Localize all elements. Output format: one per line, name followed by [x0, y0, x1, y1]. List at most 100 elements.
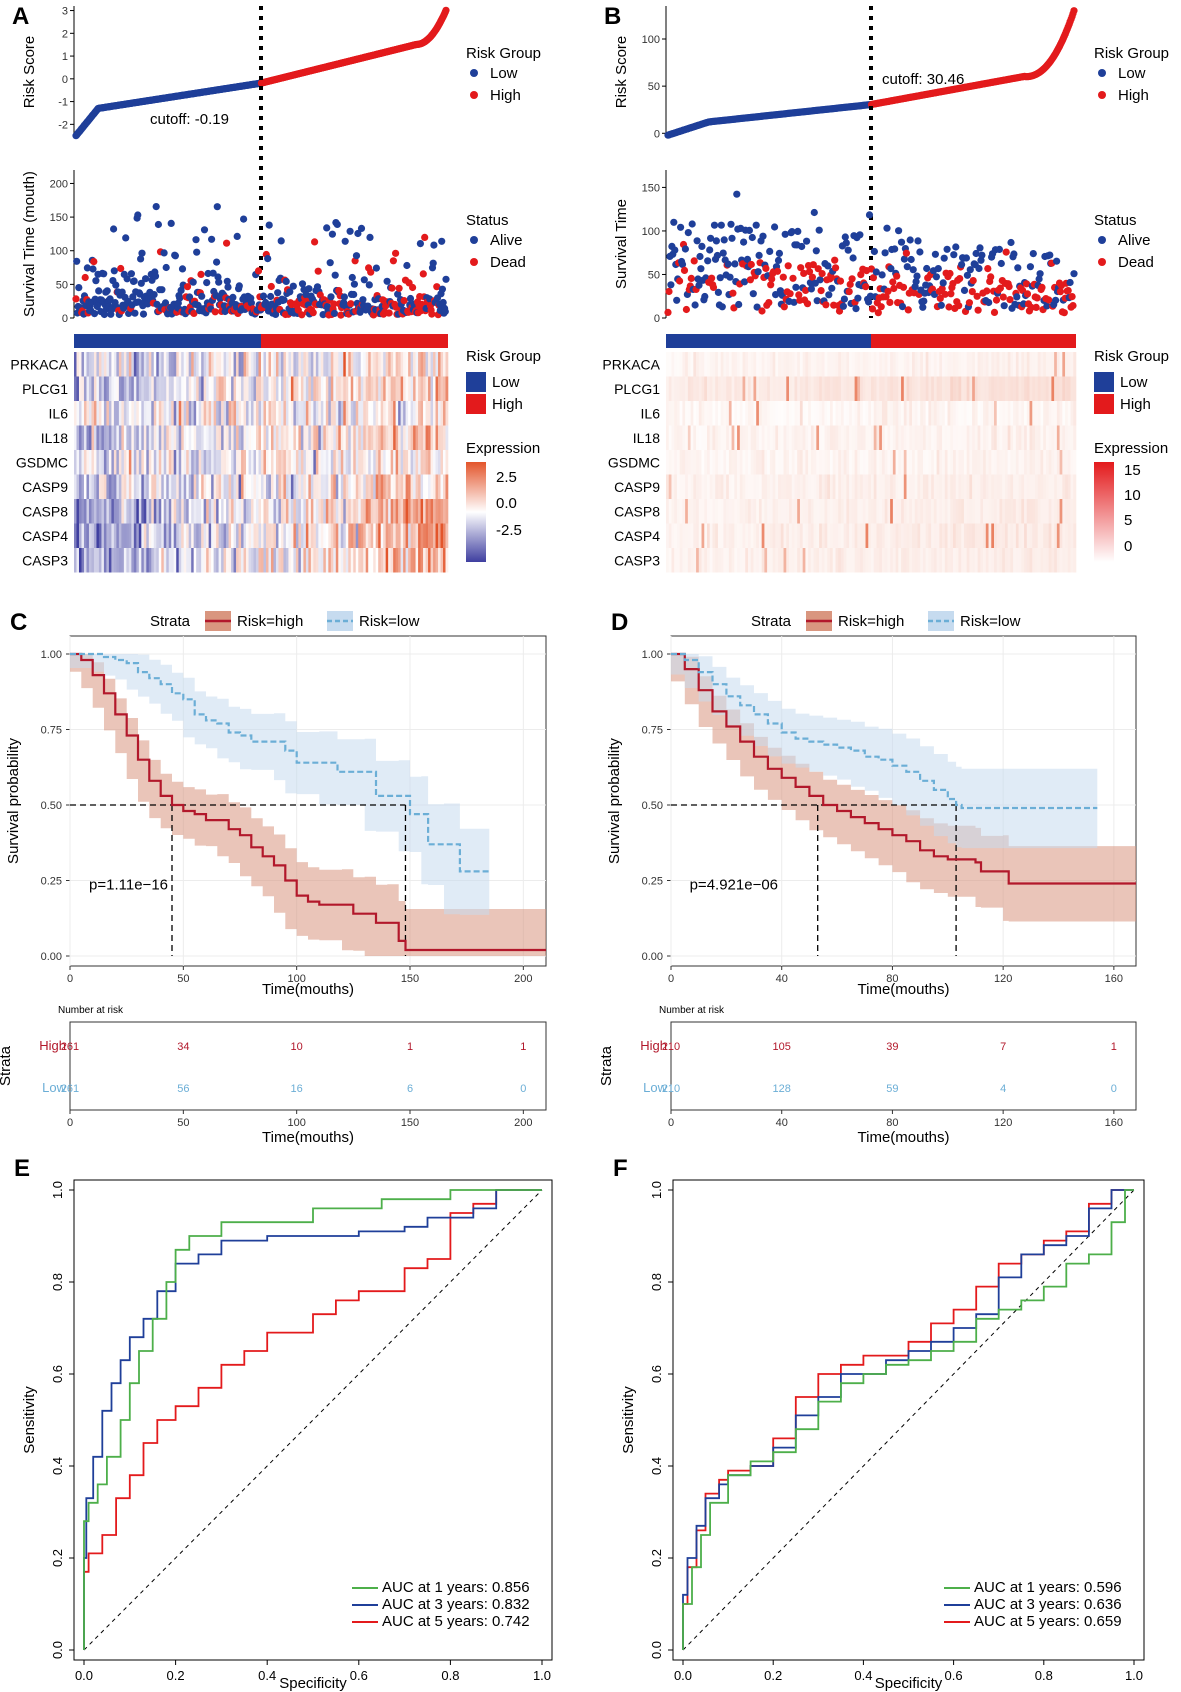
heatmap-cell [285, 499, 289, 524]
heatmap-cell [325, 474, 329, 499]
heatmap-cell [977, 450, 981, 475]
heatmap-cell [1035, 499, 1039, 524]
heatmap-cell [363, 474, 367, 499]
heatmap-cell [739, 523, 743, 548]
heatmap-cell [83, 499, 87, 524]
heatmap-cell [98, 425, 102, 450]
heatmap-cell [340, 499, 344, 524]
heatmap-cell [293, 548, 297, 573]
heatmap-cell [123, 548, 127, 573]
heatmap-cell [211, 523, 214, 548]
heatmap-cell [343, 548, 347, 573]
heatmap-cell [236, 401, 239, 426]
heatmap-cell [113, 548, 117, 573]
heatmap-row [74, 523, 449, 548]
heatmap-cell [176, 548, 180, 573]
survival-point [718, 303, 726, 311]
heatmap-cell [355, 523, 359, 548]
heatmap-cell [745, 352, 749, 377]
heatmap-cell [428, 499, 431, 524]
heatmap-cell [116, 376, 120, 401]
heatmap-cell [218, 425, 222, 450]
heatmap-cell [333, 352, 337, 377]
survival-ytick-label: 100 [642, 226, 660, 238]
survival-point [712, 237, 721, 245]
heatmap-cell [353, 376, 357, 401]
heatmap-cell [974, 548, 978, 573]
heatmap-cell [186, 425, 189, 450]
heatmap-cell [265, 548, 269, 573]
heatmap-cell [273, 401, 277, 426]
heatmap-cell [208, 474, 212, 499]
heatmap-cell [980, 425, 984, 450]
heatmap-cell [413, 523, 416, 548]
survival-point [907, 255, 915, 264]
heatmap-cell [1045, 523, 1049, 548]
heatmap-cell [103, 548, 107, 573]
heatmap-cell [74, 548, 77, 573]
heatmap-cell [285, 474, 289, 499]
heatmap-cell [871, 425, 875, 450]
heatmap-cell [819, 352, 823, 377]
heatmap-cell [920, 523, 924, 548]
heatmap-cell [824, 548, 828, 573]
heatmap-cell [178, 523, 182, 548]
heatmap-row [666, 376, 1077, 401]
risk-table-cell: 0 [1111, 1083, 1117, 1095]
heatmap-cell [726, 352, 730, 377]
survival-point [869, 274, 878, 282]
heatmap-cell [903, 474, 907, 499]
legend-item-label: High [492, 396, 523, 413]
heatmap-cell [1040, 499, 1044, 524]
heatmap-cell [113, 499, 117, 524]
heatmap-cell [854, 376, 858, 401]
heatmap-cell [201, 523, 204, 548]
heatmap-cell [378, 425, 381, 450]
heatmap-cell [385, 352, 389, 377]
heatmap-cell [931, 499, 935, 524]
km-ylabel: Survival probability [5, 738, 22, 864]
heatmap-cell [410, 474, 414, 499]
heatmap-cell [101, 450, 105, 475]
heatmap-cell [690, 474, 694, 499]
heatmap-cell [345, 425, 349, 450]
legend-dot-icon [1098, 69, 1106, 77]
heatmap-cell [950, 376, 954, 401]
heatmap-cell [1059, 474, 1063, 499]
heatmap-cell [1029, 548, 1033, 573]
heatmap-cell [288, 401, 292, 426]
heatmap-cell [887, 401, 891, 426]
heatmap-cell [318, 401, 322, 426]
heatmap-cell [824, 523, 828, 548]
heatmap-cell [1007, 499, 1011, 524]
heatmap-cell [430, 376, 434, 401]
heatmap-cell [887, 450, 891, 475]
heatmap-cell [1070, 352, 1074, 377]
survival-point [794, 227, 802, 235]
heatmap: PRKACAPLCG1IL6IL18GSDMCCASP9CASP8CASP4CA… [10, 334, 541, 573]
heatmap-cell [963, 376, 967, 401]
heatmap-cell [228, 401, 232, 426]
heatmap-cell [1051, 425, 1055, 450]
heatmap-cell [438, 352, 441, 377]
heatmap-cell [953, 474, 957, 499]
heatmap-cell [111, 425, 115, 450]
heatmap-cell [241, 376, 244, 401]
heatmap-cell [233, 499, 237, 524]
heatmap-cell [1065, 474, 1069, 499]
heatmap-cell [758, 523, 762, 548]
heatmap-cell [265, 352, 269, 377]
heatmap-cell [378, 474, 381, 499]
heatmap-cell [1040, 401, 1044, 426]
heatmap-cell [380, 548, 384, 573]
heatmap-cell [320, 401, 324, 426]
heatmap-cell [728, 401, 732, 426]
heatmap-cell [712, 523, 716, 548]
roc-ylabel: Sensitivity [620, 1386, 637, 1454]
heatmap-cell [994, 401, 998, 426]
heatmap-cell [898, 352, 902, 377]
heatmap-cell [256, 401, 259, 426]
heatmap-cell [909, 401, 913, 426]
survival-point [813, 297, 821, 305]
heatmap-cell [704, 474, 708, 499]
